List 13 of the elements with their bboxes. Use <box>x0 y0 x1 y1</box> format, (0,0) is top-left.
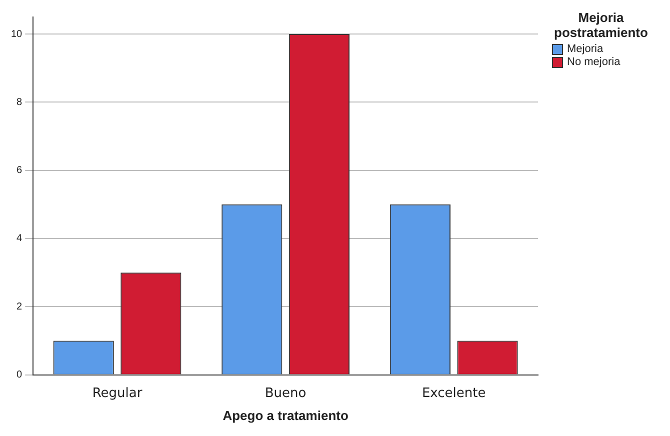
x-tick-label: Bueno <box>264 386 306 401</box>
x-tick-label: Excelente <box>422 386 486 401</box>
y-tick-label: 10 <box>11 28 23 40</box>
y-tick-label: 4 <box>16 233 23 244</box>
legend-label: No mejoria <box>567 56 620 69</box>
legend-title: Mejoria postratamiento <box>553 10 649 40</box>
x-tick-label: Regular <box>92 386 143 401</box>
y-tick-label: 8 <box>16 96 23 108</box>
y-tick-label: 2 <box>16 301 23 312</box>
legend-label: Mejoria <box>567 43 604 56</box>
x-axis-title: Apego a tratamiento <box>222 408 348 423</box>
y-tick-label: 0 <box>16 370 23 381</box>
y-tick-label: 6 <box>16 165 23 176</box>
